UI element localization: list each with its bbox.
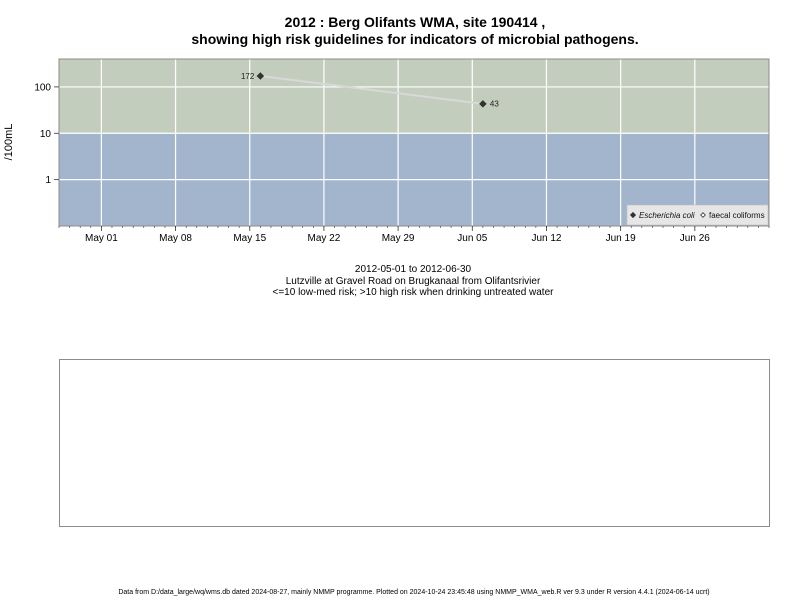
x-tick-label: May 08 (159, 233, 192, 244)
series-line (260, 75, 484, 105)
chart-title-line1: 2012 : Berg Olifants WMA, site 190414 , (284, 14, 546, 30)
y-axis-label: /100mL (3, 124, 15, 161)
legend: Escherichia coli faecal coliforms (626, 204, 769, 226)
x-tick-label: Jun 26 (680, 233, 710, 244)
legend-label: faecal coliforms (709, 211, 765, 220)
y-tick-label: 100 (34, 82, 51, 93)
risk-caption: <=10 low-med risk; >10 high risk when dr… (272, 287, 554, 298)
plot-border (58, 58, 770, 227)
x-tick-label: May 01 (85, 233, 118, 244)
chart-plot: 172 43 May 01 May 08 May 15 May 22 May 29 Jun … (3, 58, 770, 244)
y-tick-label: 10 (40, 129, 52, 140)
x-tick-label: May 22 (308, 233, 341, 244)
footer-note: Data from D:/data_large/wq/wms.db dated … (118, 589, 710, 596)
chart-title-line2: showing high risk guidelines for indicat… (191, 31, 639, 47)
data-label: 43 (490, 100, 499, 109)
data-point (256, 72, 265, 80)
legend-marker (700, 212, 706, 218)
site-caption: Lutzville at Gravel Road on Brugkanaal f… (285, 276, 541, 287)
series-layer: 172 43 (241, 72, 499, 109)
x-tick-label: Jun 05 (457, 233, 487, 244)
legend-box (626, 204, 769, 226)
y-tick-label: 1 (45, 175, 51, 186)
gridlines (59, 59, 769, 226)
x-tick-label: May 15 (233, 233, 266, 244)
date-range-caption: 2012-05-01 to 2012-06-30 (354, 264, 472, 275)
x-tick-label: Jun 19 (606, 233, 636, 244)
data-point (479, 100, 487, 108)
axes: May 01 May 08 May 15 May 22 May 29 Jun 05 Jun … (34, 82, 770, 244)
legend-marker (629, 211, 637, 219)
x-tick-label: May 29 (382, 233, 415, 244)
data-label: 172 (241, 72, 255, 81)
x-tick-label: Jun 12 (531, 233, 561, 244)
risk-bands (59, 59, 769, 226)
empty-plot-panel (59, 359, 770, 527)
legend-label: Escherichia coli (639, 211, 695, 220)
